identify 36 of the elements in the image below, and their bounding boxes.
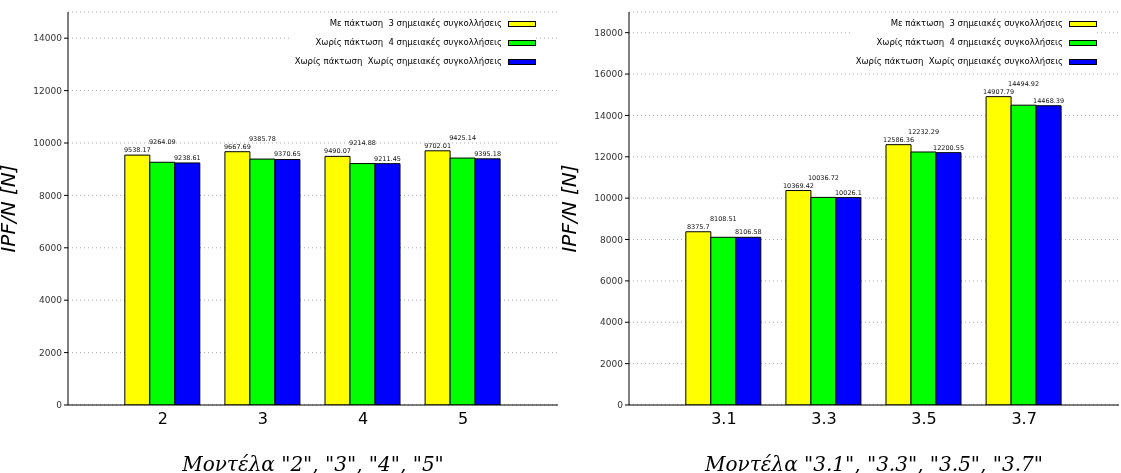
y-tick-label: 18000 bbox=[594, 27, 624, 38]
legend-label: Με πάκτωση 3 σημειακές συγκολλήσεις bbox=[890, 17, 1063, 30]
y-tick-label: 0 bbox=[617, 400, 624, 411]
y-tick-label: 8000 bbox=[39, 190, 63, 201]
x-tick-label: 5 bbox=[458, 409, 469, 429]
y-tick-label: 6000 bbox=[39, 243, 63, 253]
y-axis-title: IPF/N [N] bbox=[557, 164, 582, 253]
y-tick-label: 12000 bbox=[594, 151, 624, 162]
legend-label: Χωρίς πάκτωση Χωρίς σημειακές συγκολλήσεις bbox=[294, 55, 502, 68]
legend-label: Με πάκτωση 3 σημειακές συγκολλήσεις bbox=[329, 17, 502, 30]
y-tick-label: 2000 bbox=[600, 358, 624, 369]
y-tick-label: 0 bbox=[56, 400, 63, 411]
y-tick-label: 4000 bbox=[600, 317, 624, 328]
y-tick-label: 6000 bbox=[600, 276, 624, 287]
y-tick-label: 10000 bbox=[33, 138, 63, 149]
x-tick-label: 2 bbox=[157, 409, 168, 429]
x-axis-title: Μοντέλα "2", "3", "4", "5" bbox=[181, 452, 444, 473]
y-tick-label: 14000 bbox=[594, 110, 624, 121]
y-tick-label: 10000 bbox=[594, 193, 624, 204]
y-tick-label: 8000 bbox=[600, 234, 624, 245]
y-tick-label: 14000 bbox=[33, 33, 63, 44]
y-tick-label: 2000 bbox=[39, 347, 63, 358]
x-tick-label: 3.1 bbox=[711, 409, 737, 429]
y-tick-label: 16000 bbox=[594, 69, 624, 80]
x-tick-label: 3.3 bbox=[811, 409, 837, 429]
y-tick-label: 4000 bbox=[39, 295, 63, 306]
x-axis-title: Μοντέλα "3.1", "3.3", "3.5", "3.7" bbox=[704, 452, 1043, 473]
x-tick-label: 3 bbox=[257, 409, 269, 429]
x-tick-label: 3.5 bbox=[911, 409, 937, 429]
legend-label: Χωρίς πάκτωση 4 σημειακές συγκολλήσεις bbox=[876, 36, 1063, 49]
y-axis-title: IPF/N [N] bbox=[0, 164, 21, 253]
x-tick-label: 4 bbox=[357, 409, 369, 429]
legend-label: Χωρίς πάκτωση Χωρίς σημειακές συγκολλήσεις bbox=[855, 55, 1063, 68]
x-tick-label: 3.7 bbox=[1011, 409, 1037, 429]
legend-label: Χωρίς πάκτωση 4 σημειακές συγκολλήσεις bbox=[315, 36, 502, 49]
y-tick-label: 12000 bbox=[33, 85, 63, 96]
